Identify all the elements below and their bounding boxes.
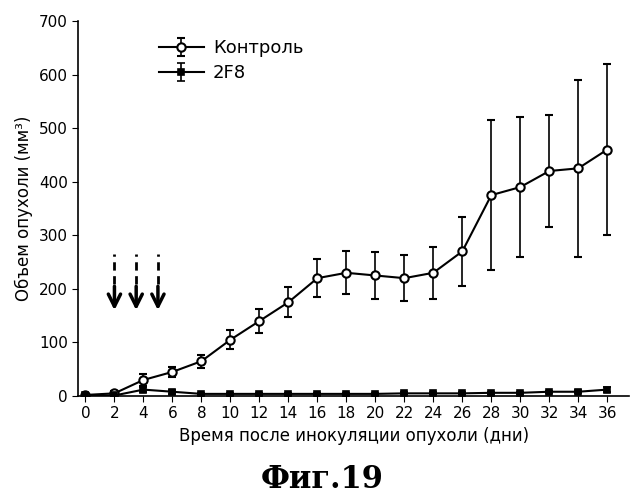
- Text: Фиг.19: Фиг.19: [261, 464, 383, 495]
- X-axis label: Время после инокуляции опухоли (дни): Время после инокуляции опухоли (дни): [178, 427, 529, 445]
- Legend: Контроль, 2F8: Контроль, 2F8: [153, 34, 309, 88]
- Y-axis label: Объем опухоли (мм³): Объем опухоли (мм³): [15, 116, 33, 301]
